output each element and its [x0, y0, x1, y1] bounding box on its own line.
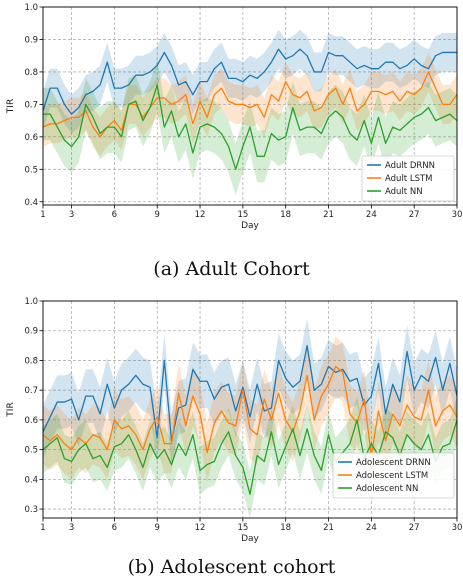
legend-label: Adolescent DRNN [356, 458, 431, 468]
caption-adult-cohort: (a) Adult Cohort [153, 258, 310, 280]
y-tick-label: 0.4 [24, 198, 38, 208]
x-tick-label: 1 [40, 210, 45, 220]
x-tick-label: 18 [280, 523, 291, 533]
confidence-band [43, 52, 457, 157]
plot-frame [42, 300, 458, 519]
y-tick-label: 1.0 [24, 3, 38, 13]
x-axis-label: Day [241, 534, 259, 544]
y-tick-label: 0.4 [24, 475, 38, 485]
legend: Adolescent DRNN Adolescent LSTM Adolescent… [332, 452, 455, 499]
x-tick-label: 12 [195, 210, 206, 220]
y-tick-label: 0.9 [24, 327, 38, 337]
legend: Adult DRNN Adult LSTM Adult NN [361, 155, 455, 202]
confidence-band [43, 29, 457, 134]
series-line [42, 365, 458, 457]
legend-label: Adult NN [385, 187, 423, 197]
x-tick-label: 12 [195, 523, 206, 533]
x-tick-label: 21 [323, 210, 334, 220]
confidence-band [43, 318, 457, 468]
y-tick-label: 0.3 [24, 505, 38, 515]
series-line [42, 48, 457, 115]
plot-frame [42, 6, 458, 206]
confidence-band [43, 336, 457, 486]
x-tick-label: 15 [237, 210, 248, 220]
series-line [43, 84, 458, 170]
confidence-band [43, 396, 457, 518]
y-tick-label: 0.9 [24, 35, 38, 45]
y-tick-label: 0.5 [24, 165, 38, 175]
x-tick-label: 27 [409, 210, 420, 220]
chart-panel-2: 1 3 6 9 12 15 18 21 24 27 30 0.3 0.4 0.5 0.6 0.7 0.8 0.9 1… [6, 297, 462, 544]
y-tick-label: 0.7 [24, 100, 38, 110]
legend-label: Adolescent LSTM [356, 471, 428, 481]
series-line [42, 71, 458, 138]
x-tick-label: 9 [154, 523, 159, 533]
x-tick-label: 1 [40, 523, 45, 533]
x-tick-label: 24 [366, 523, 377, 533]
legend-box [332, 452, 455, 499]
series-line [42, 344, 458, 442]
y-axis-label: TIR [6, 402, 16, 417]
y-tick-label: 0.8 [24, 68, 38, 78]
caption-adolescent-cohort: (b) Adolescent cohort [127, 556, 336, 578]
x-tick-label: 3 [69, 523, 74, 533]
x-tick-label: 18 [280, 210, 291, 220]
legend-label: Adolescent NN [356, 484, 418, 494]
y-tick-label: 0.5 [24, 446, 38, 456]
y-tick-label: 1.0 [24, 297, 38, 307]
x-tick-label: 6 [112, 523, 117, 533]
x-tick-label: 27 [409, 523, 420, 533]
x-tick-label: 15 [237, 523, 248, 533]
y-tick-label: 0.6 [24, 133, 38, 143]
y-tick-label: 0.8 [24, 356, 38, 366]
x-tick-label: 30 [452, 523, 463, 533]
x-tick-label: 24 [366, 210, 377, 220]
x-tick-label: 6 [112, 210, 117, 220]
x-tick-label: 21 [323, 523, 334, 533]
series-line [42, 419, 458, 495]
legend-box [361, 155, 455, 202]
x-axis-label: Day [241, 221, 259, 231]
x-tick-label: 3 [69, 210, 74, 220]
chart-panel-1: 1 3 6 9 12 15 18 21 24 27 30 0.4 0.5 0.6 0.7 0.8 0.9 1.0 D… [6, 3, 462, 231]
legend-label: Adult DRNN [385, 161, 435, 171]
x-tick-label: 30 [452, 210, 463, 220]
y-tick-label: 0.6 [24, 416, 38, 426]
y-tick-label: 0.7 [24, 386, 38, 396]
legend-label: Adult LSTM [385, 174, 433, 184]
y-axis-label: TIR [6, 99, 16, 114]
x-tick-label: 9 [154, 210, 159, 220]
